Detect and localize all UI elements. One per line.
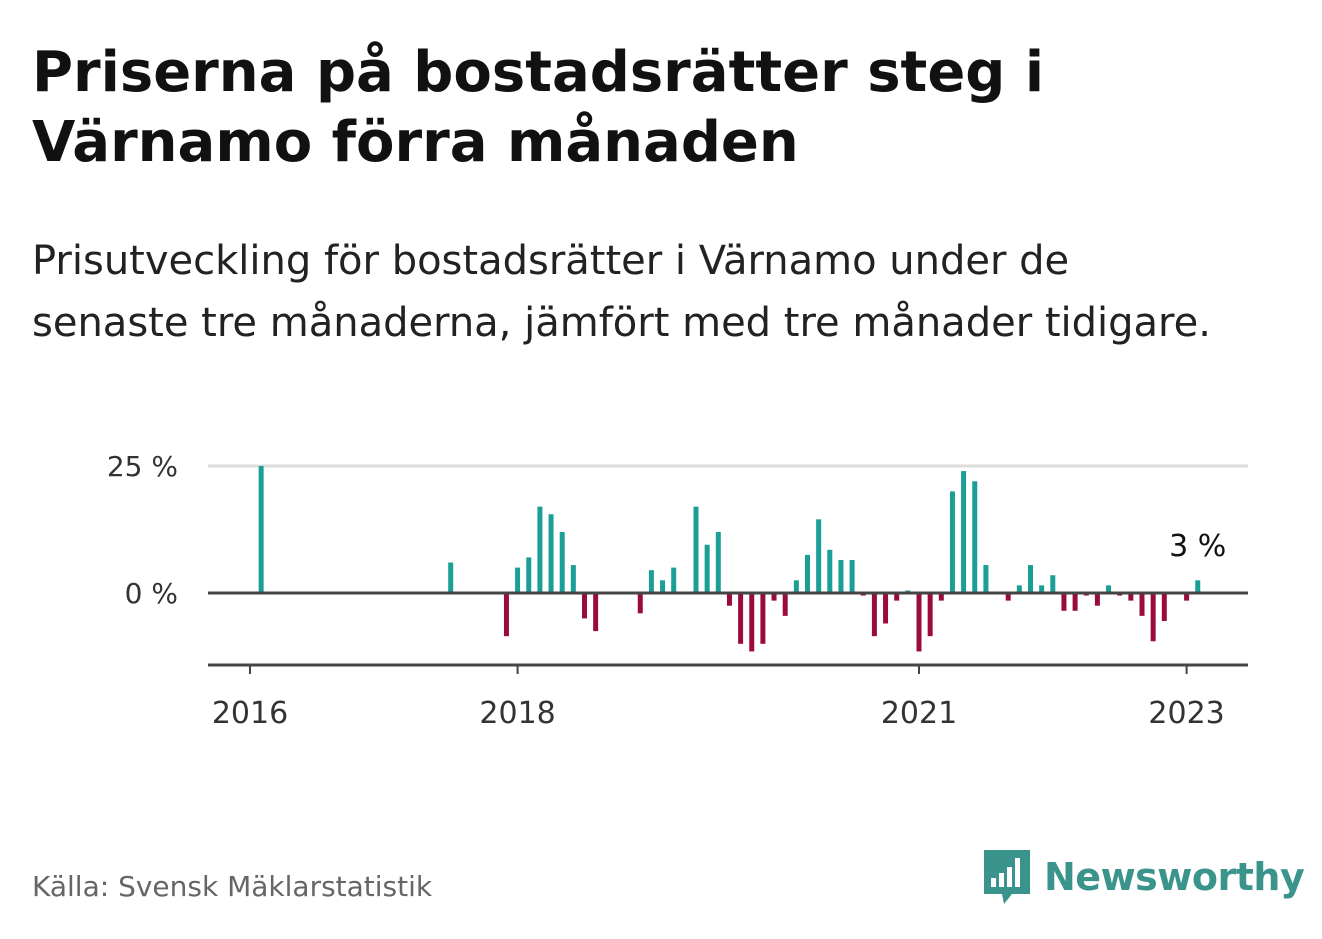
bar (805, 554, 810, 593)
bar (1094, 593, 1100, 606)
bar (760, 593, 766, 644)
bar (827, 549, 833, 593)
bar (660, 580, 666, 593)
bar (782, 593, 788, 616)
x-tick-label: 2021 (881, 696, 957, 731)
bar (1005, 593, 1011, 601)
bar (916, 593, 922, 652)
bar (726, 593, 732, 606)
bar (838, 559, 844, 593)
bar (515, 567, 521, 593)
bar (983, 565, 989, 593)
bar (793, 580, 799, 593)
bar (582, 593, 587, 619)
bar (559, 532, 565, 593)
bar (593, 593, 599, 632)
bar (503, 593, 509, 637)
y-tick-label: 0 % (125, 577, 178, 610)
bar (671, 567, 677, 593)
bar (1028, 565, 1033, 593)
bar (648, 570, 654, 593)
bar (1195, 580, 1201, 593)
bar (448, 562, 454, 593)
bar (871, 593, 877, 637)
last-value-label: 3 % (1169, 529, 1226, 564)
y-tick-label: 25 % (107, 450, 178, 483)
x-tick-label: 2023 (1148, 696, 1224, 731)
newsworthy-logo-text: Newsworthy (1044, 855, 1305, 899)
bar (1128, 593, 1134, 601)
bar (1039, 585, 1045, 593)
bar (537, 506, 543, 593)
bar (961, 471, 967, 593)
chart-title: Priserna på bostadsrätter steg i Värnamo… (32, 40, 1045, 175)
bar (1050, 575, 1056, 593)
bar (1016, 585, 1022, 593)
bar (1061, 593, 1067, 611)
x-tick-label: 2016 (212, 696, 288, 731)
bar (637, 593, 643, 614)
newsworthy-logo: Newsworthy (982, 848, 1305, 906)
bar (548, 514, 554, 593)
bar-chart: 0 % 25 % 2016 2018 2021 2023 3 % (107, 450, 1248, 731)
bar (693, 506, 699, 593)
bar (1161, 593, 1167, 621)
bar (972, 481, 978, 593)
bar (1150, 593, 1156, 642)
x-tick-label: 2018 (479, 696, 555, 731)
bar (883, 593, 889, 624)
source-text: Källa: Svensk Mäklarstatistik (32, 870, 433, 903)
bar (570, 565, 576, 593)
bar (1106, 585, 1112, 593)
bar (749, 593, 755, 652)
bar (1139, 593, 1145, 616)
bar (715, 532, 721, 593)
bar (894, 593, 900, 601)
bar (1072, 593, 1078, 611)
bar (849, 559, 855, 593)
bar (938, 593, 944, 601)
chart-subtitle: Prisutveckling för bostadsrätter i Värna… (32, 238, 1211, 346)
bar (927, 593, 933, 637)
bar (949, 491, 955, 593)
bar (258, 466, 264, 593)
bar (738, 593, 744, 644)
bar (771, 593, 777, 601)
bar (704, 544, 710, 593)
newsworthy-logo-icon (984, 850, 1030, 904)
bar (1184, 593, 1190, 601)
bar (526, 557, 532, 593)
bar (816, 519, 822, 593)
